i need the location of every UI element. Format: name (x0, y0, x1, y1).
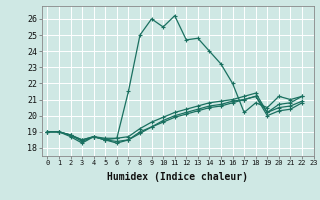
X-axis label: Humidex (Indice chaleur): Humidex (Indice chaleur) (107, 172, 248, 182)
